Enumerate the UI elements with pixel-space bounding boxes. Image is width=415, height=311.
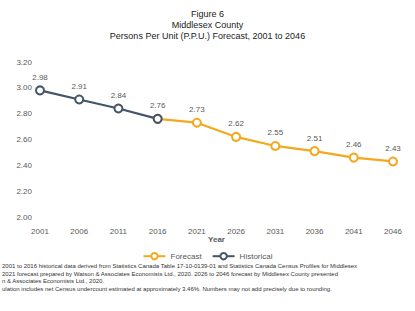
svg-text:3.00: 3.00	[16, 83, 32, 92]
svg-text:2.76: 2.76	[150, 101, 166, 110]
svg-text:2.20: 2.20	[16, 187, 32, 196]
html-text:2001 to 2016 historical data d: 2001 to 2016 historical data derived fro…	[2, 263, 358, 269]
svg-text:2.55: 2.55	[268, 128, 284, 137]
svg-text:2.98: 2.98	[32, 73, 48, 82]
svg-text:2.91: 2.91	[71, 82, 87, 91]
html-text:2021 forecast prepared by Wats: 2021 forecast prepared by Watson & Assoc…	[2, 270, 338, 277]
html-text:ulation includes net Census un: ulation includes net Census undercount e…	[2, 285, 332, 292]
svg-text:2.43: 2.43	[385, 144, 401, 153]
html-text:n & Associates Economists Ltd.: n & Associates Economists Ltd., 2020.	[2, 278, 105, 284]
svg-text:2021: 2021	[188, 227, 206, 236]
svg-text:2006: 2006	[70, 227, 88, 236]
svg-text:Year: Year	[208, 235, 225, 244]
svg-text:3.20: 3.20	[16, 58, 32, 67]
svg-text:2.51: 2.51	[307, 134, 323, 143]
svg-text:Figure 6: Figure 6	[191, 9, 224, 19]
svg-text:Middlesex County: Middlesex County	[172, 20, 244, 30]
svg-text:2001: 2001	[31, 227, 49, 236]
svg-text:Historical: Historical	[240, 252, 273, 261]
svg-text:2.00: 2.00	[16, 213, 32, 222]
svg-text:2.60: 2.60	[16, 135, 32, 144]
svg-text:2011: 2011	[110, 227, 128, 236]
svg-text:2.73: 2.73	[189, 105, 205, 114]
svg-text:2016: 2016	[149, 227, 167, 236]
svg-text:2046: 2046	[384, 227, 402, 236]
svg-text:2.62: 2.62	[228, 119, 244, 128]
svg-text:2.40: 2.40	[16, 161, 32, 170]
svg-text:2026: 2026	[227, 227, 245, 236]
svg-text:2.84: 2.84	[111, 91, 127, 100]
svg-text:2.80: 2.80	[16, 109, 32, 118]
svg-text:2.46: 2.46	[346, 140, 362, 149]
svg-text:2041: 2041	[345, 227, 363, 236]
svg-text:Persons Per Unit (P.P.U.) Fore: Persons Per Unit (P.P.U.) Forecast, 2001…	[110, 31, 305, 41]
svg-text:2031: 2031	[266, 227, 284, 236]
svg-text:2036: 2036	[306, 227, 324, 236]
svg-text:Forecast: Forecast	[170, 252, 202, 261]
